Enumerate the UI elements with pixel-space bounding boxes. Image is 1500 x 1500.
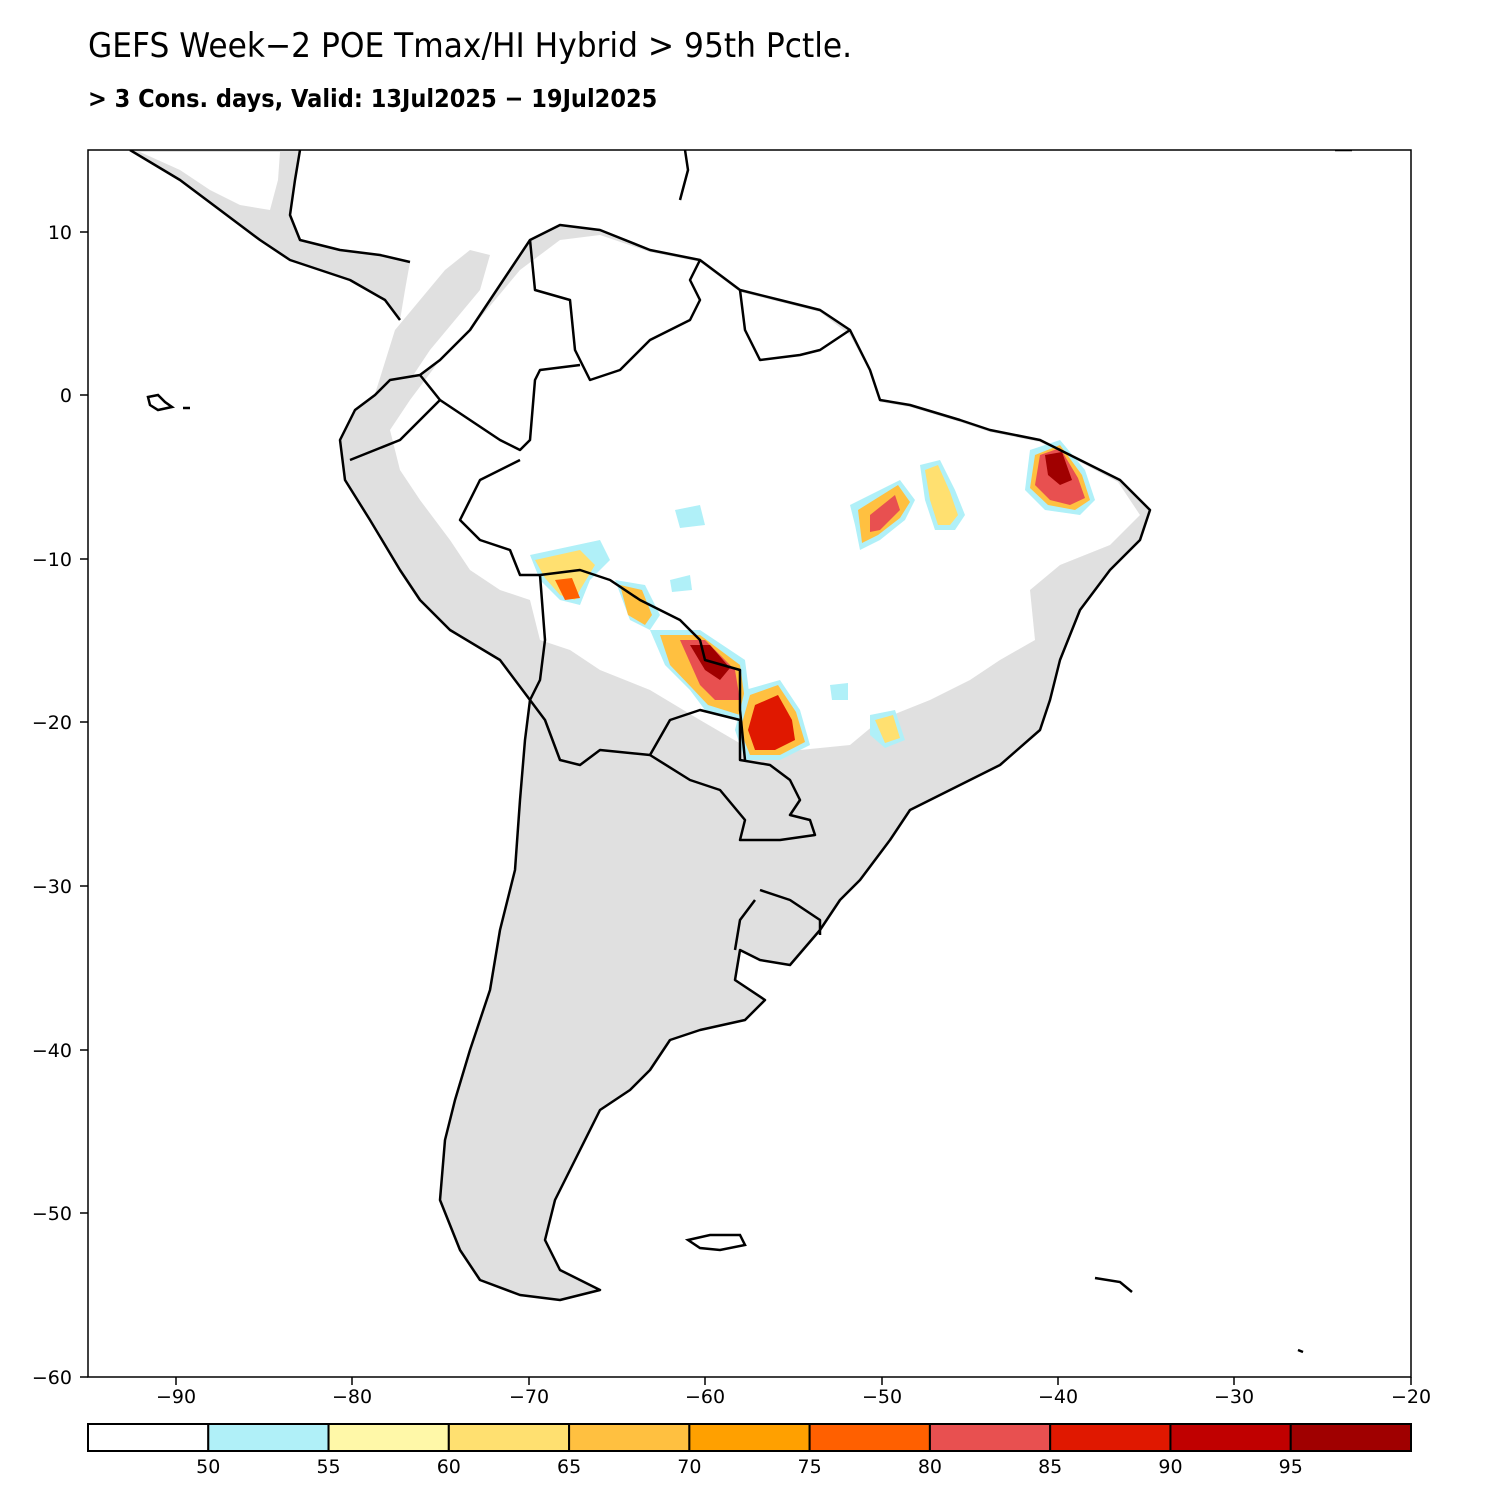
colorbar-swatch [688,1423,811,1452]
y-tick-label: −60 [32,1367,72,1389]
x-tick-label: −70 [509,1386,549,1408]
x-tick-label: −50 [862,1386,902,1408]
colorbar-label: 70 [677,1456,701,1478]
map-layer [129,150,1352,1354]
colorbar-swatch [1289,1423,1413,1452]
hotspot-ne-brazil [1025,440,1095,515]
x-tick-label: −30 [1214,1386,1254,1408]
x-axis: −90 −80 −70 −60 −50 −40 −30 −20 [156,1377,1431,1408]
y-tick-label: −50 [32,1203,72,1225]
x-tick-label: −80 [332,1386,372,1408]
land-central-america [130,150,410,320]
colorbar: 50 55 60 65 70 75 80 85 90 95 [87,1423,1413,1478]
hotspot-n-brazil [850,480,915,550]
map-subtitle: > 3 Cons. days, Valid: 13Jul2025 − 19Jul… [88,84,658,113]
y-axis: 10 0 −10 −20 −30 −40 −50 −60 [32,222,88,1389]
colorbar-swatch [568,1423,691,1452]
hotspot-rondonia-east [615,580,660,630]
x-tick-label: −20 [1391,1386,1431,1408]
land-mask-andes-north [365,250,490,460]
colorbar-label: 95 [1279,1456,1303,1478]
colorbar-swatch [327,1423,450,1452]
y-tick-label: −20 [32,712,72,734]
colorbar-label: 80 [918,1456,942,1478]
plot-frame [87,149,1412,1378]
colorbar-label: 75 [798,1456,822,1478]
hotspot-sao-paulo [870,710,905,748]
colorbar-label: 65 [557,1456,581,1478]
islands [146,150,1352,1354]
y-tick-label: −30 [32,876,72,898]
colorbar-label: 90 [1158,1456,1182,1478]
hotspot-mato-grosso-do-sul [735,680,810,760]
hotspot-central-brazil [920,460,965,530]
x-tick-label: −40 [1038,1386,1078,1408]
colorbar-swatch [1169,1423,1292,1452]
coastlines [129,150,1152,1302]
hotspot-mato-grosso [650,630,750,720]
y-tick-label: −40 [32,1040,72,1062]
map-title: GEFS Week−2 POE Tmax/HI Hybrid > 95th Pc… [88,26,853,66]
colorbar-label: 55 [316,1456,340,1478]
colorbar-label: 60 [437,1456,461,1478]
colorbar-label: 50 [196,1456,220,1478]
colorbar-swatch [1049,1423,1172,1452]
colorbar-swatch [207,1423,330,1452]
colorbar-swatch [447,1423,571,1452]
y-tick-label: 0 [60,385,72,407]
colorbar-swatch [808,1423,931,1452]
y-tick-label: −10 [32,549,72,571]
colorbar-label: 85 [1038,1456,1062,1478]
colorbar-swatch [87,1423,210,1452]
colorbar-swatch [928,1423,1052,1452]
x-tick-label: −90 [156,1386,196,1408]
hotspot-small-scattered [670,505,848,700]
y-tick-label: 10 [48,222,72,244]
land-unmasked-central-america [140,152,280,210]
x-tick-label: −60 [685,1386,725,1408]
